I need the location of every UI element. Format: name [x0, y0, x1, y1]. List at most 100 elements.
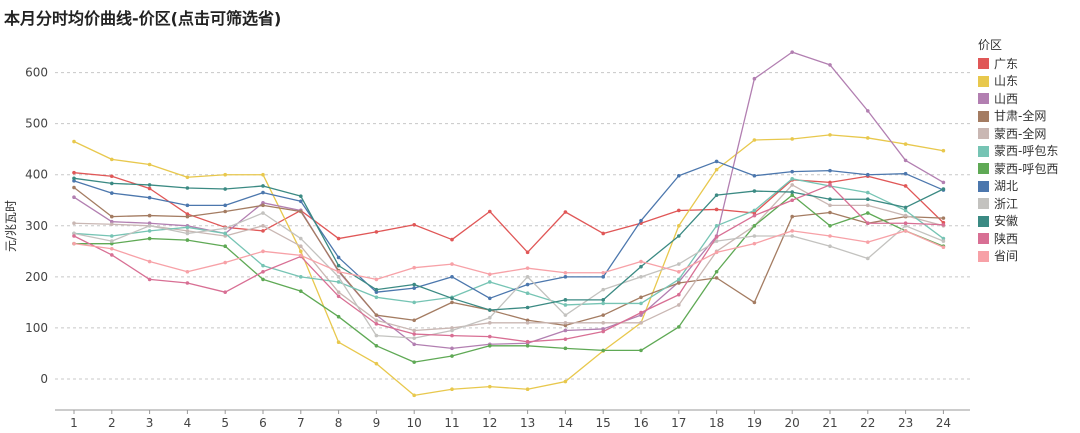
- data-point: [525, 321, 530, 325]
- data-point: [790, 198, 794, 203]
- data-point: [488, 296, 492, 301]
- data-point: [941, 180, 946, 185]
- data-point: [903, 184, 908, 188]
- series-line[interactable]: [73, 178, 944, 306]
- y-axis-label: 元/兆瓦时: [4, 199, 18, 252]
- data-point: [677, 234, 681, 238]
- data-point: [601, 329, 605, 334]
- data-point: [336, 275, 341, 279]
- data-point: [903, 205, 908, 210]
- legend-item[interactable]: 安徽: [978, 213, 1058, 231]
- legend-item[interactable]: 湖北: [978, 178, 1058, 196]
- legend-item[interactable]: 山东: [978, 73, 1058, 91]
- x-tick-label: 15: [596, 416, 611, 430]
- data-point: [941, 148, 946, 153]
- legend-label: 甘肃-全网: [994, 109, 1047, 124]
- series-line[interactable]: [73, 160, 944, 299]
- data-point: [185, 214, 190, 219]
- legend-item[interactable]: 山西: [978, 90, 1058, 108]
- data-point: [525, 266, 530, 270]
- data-point: [941, 239, 946, 243]
- data-point: [450, 262, 454, 266]
- data-point: [525, 275, 530, 279]
- data-point: [147, 221, 152, 226]
- data-point: [185, 186, 190, 190]
- data-point: [866, 256, 870, 261]
- data-point: [828, 223, 832, 228]
- x-tick-label: 14: [558, 416, 573, 430]
- series-line[interactable]: [73, 177, 944, 311]
- data-point: [601, 270, 605, 275]
- series-line[interactable]: [73, 184, 944, 343]
- data-point: [525, 344, 530, 348]
- legend-swatch: [978, 215, 989, 227]
- data-point: [828, 234, 832, 238]
- series-line[interactable]: [74, 194, 944, 363]
- series-line[interactable]: [73, 134, 944, 396]
- data-point: [450, 328, 454, 333]
- series-line[interactable]: [73, 212, 944, 339]
- data-point: [223, 187, 227, 191]
- data-point: [563, 210, 568, 214]
- legend-item[interactable]: 陕西: [978, 230, 1058, 248]
- data-point: [412, 265, 417, 270]
- data-point: [714, 167, 719, 172]
- data-point: [488, 272, 492, 277]
- data-point: [866, 203, 870, 208]
- data-point: [639, 295, 643, 300]
- x-tick-label: 23: [898, 416, 913, 430]
- x-tick-label: 8: [335, 416, 343, 430]
- data-point: [488, 321, 492, 325]
- data-point: [488, 384, 492, 389]
- data-point: [412, 318, 417, 323]
- legend-swatch: [978, 180, 989, 192]
- data-point: [261, 249, 265, 254]
- legend-item[interactable]: 浙江: [978, 195, 1058, 213]
- data-point: [639, 264, 643, 269]
- data-point: [790, 169, 794, 174]
- series-line[interactable]: [73, 184, 944, 332]
- data-point: [110, 253, 114, 257]
- series-line[interactable]: [73, 230, 944, 281]
- data-point: [488, 308, 492, 312]
- legend-item[interactable]: 蒙西-全网: [978, 125, 1058, 143]
- data-point: [72, 176, 76, 181]
- data-point: [336, 255, 341, 260]
- legend-swatch: [978, 128, 989, 140]
- legend-item[interactable]: 蒙西-呼包东: [978, 143, 1058, 161]
- legend-item[interactable]: 省间: [978, 248, 1058, 266]
- data-point: [374, 361, 379, 366]
- data-point: [563, 328, 568, 333]
- data-point: [374, 318, 379, 323]
- data-point: [752, 208, 757, 213]
- data-point: [374, 287, 379, 292]
- legend-item[interactable]: 蒙西-呼包西: [978, 160, 1058, 178]
- data-point: [639, 348, 643, 353]
- data-point: [828, 168, 832, 173]
- data-point: [412, 336, 417, 340]
- data-point: [828, 210, 832, 215]
- data-point: [639, 301, 643, 306]
- data-point: [336, 269, 341, 274]
- data-point: [223, 234, 227, 238]
- x-tick-label: 3: [146, 416, 154, 430]
- data-point: [488, 209, 492, 214]
- data-point: [714, 159, 719, 164]
- chart-title: 本月分时均价曲线-价区(点击可筛选省): [4, 9, 282, 28]
- data-point: [714, 207, 719, 212]
- data-point: [903, 229, 908, 233]
- data-point: [639, 313, 643, 317]
- legend-item[interactable]: 广东: [978, 55, 1058, 73]
- data-point: [299, 194, 303, 198]
- series-line[interactable]: [73, 186, 944, 327]
- data-point: [903, 213, 908, 218]
- legend-label: 陕西: [994, 231, 1019, 246]
- series-line[interactable]: [73, 51, 944, 350]
- data-point: [639, 321, 643, 325]
- data-point: [714, 250, 719, 255]
- legend-item[interactable]: 甘肃-全网: [978, 108, 1058, 126]
- data-point: [110, 214, 114, 219]
- data-point: [828, 244, 832, 249]
- data-point: [185, 229, 190, 233]
- data-point: [185, 238, 190, 242]
